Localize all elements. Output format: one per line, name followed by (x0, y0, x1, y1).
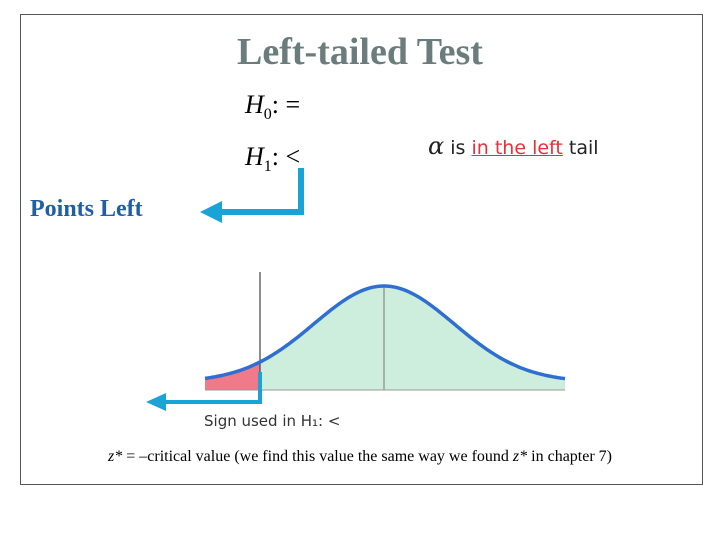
alpha-highlight: in the left (471, 137, 563, 159)
footer-note: z* = –critical value (we find this value… (0, 448, 720, 466)
null-hypothesis-var: H (245, 90, 264, 119)
alternative-hypothesis: H1: < (245, 142, 300, 176)
alpha-tail: tail (568, 137, 599, 159)
sign-used-label: Sign used in H₁: < (204, 412, 340, 430)
footer-z1: z* (108, 448, 123, 465)
footer-middle: = –critical value (we find this value th… (122, 448, 513, 465)
points-left-label: Points Left (30, 196, 143, 222)
slide-frame (20, 14, 703, 485)
alt-hypothesis-rest: : < (271, 142, 301, 171)
alpha-symbol: α (428, 132, 445, 160)
alpha-is: is (450, 137, 466, 159)
acceptance-region-fill (205, 286, 565, 390)
null-hypothesis: H0: = (245, 90, 300, 124)
normal-curve-diagram (204, 272, 566, 391)
normal-curve (204, 284, 566, 381)
null-hypothesis-rest: : = (271, 90, 301, 119)
points-left-arrow (200, 168, 304, 223)
alt-hypothesis-sub: 1 (263, 158, 272, 176)
sign-arrow (146, 372, 262, 411)
slide-title: Left-tailed Test (237, 31, 483, 73)
footer-end: in chapter 7) (527, 448, 612, 465)
footer-z2: z* (512, 448, 528, 465)
alpha-statement: α is in the left tail (428, 132, 599, 160)
null-hypothesis-sub: 0 (263, 106, 272, 124)
alt-hypothesis-var: H (245, 142, 264, 171)
